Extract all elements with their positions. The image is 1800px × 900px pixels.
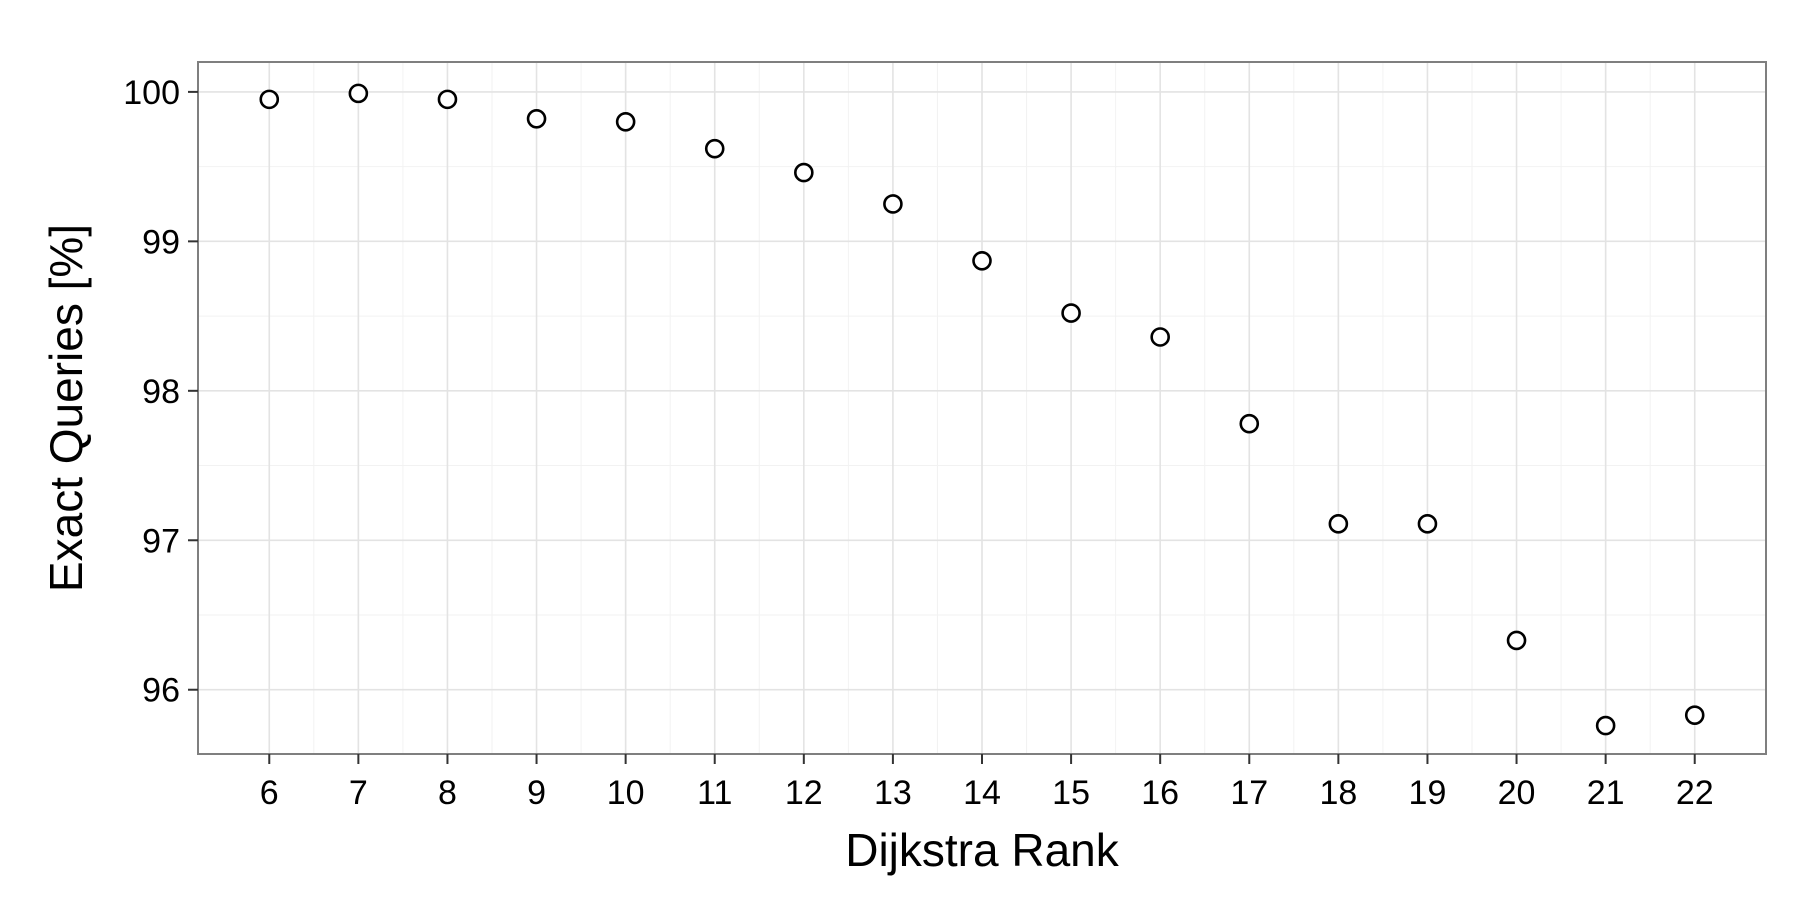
data-point — [1417, 514, 1438, 534]
data-point — [348, 83, 369, 104]
x-tick-label: 21 — [1587, 774, 1625, 812]
x-tick-label: 22 — [1676, 774, 1714, 812]
data-point — [972, 250, 992, 271]
data-point — [615, 111, 636, 132]
y-axis: 96 97 98 99 100 — [123, 74, 198, 710]
data-point — [437, 89, 458, 110]
data-point — [1506, 630, 1527, 651]
data-points — [259, 83, 1705, 736]
data-point — [526, 108, 547, 129]
x-tick-label: 9 — [527, 774, 546, 812]
data-point — [259, 89, 280, 110]
data-point — [883, 194, 903, 214]
x-tick-label: 17 — [1230, 774, 1268, 812]
data-point — [1061, 303, 1081, 323]
x-tick-label: 14 — [963, 774, 1001, 812]
data-point — [1328, 514, 1349, 534]
x-tick-label: 11 — [697, 774, 732, 812]
x-tick-label: 6 — [260, 774, 279, 812]
data-point — [704, 138, 725, 159]
x-tick-label: 18 — [1319, 774, 1357, 812]
data-point — [1239, 413, 1260, 434]
x-tick-label: 16 — [1141, 774, 1179, 812]
x-tick-label: 8 — [438, 774, 457, 812]
y-tick-label: 98 — [142, 373, 180, 411]
x-tick-label: 7 — [349, 774, 368, 812]
x-tick-label: 19 — [1409, 774, 1447, 812]
x-axis: 6 7 8 9 10 11 12 13 14 15 16 17 18 19 20 21 22 — [260, 754, 1714, 812]
y-tick-label: 97 — [142, 522, 180, 560]
data-point — [794, 162, 814, 183]
x-tick-label: 13 — [874, 774, 912, 812]
x-axis-title: Dijkstra Rank — [845, 824, 1120, 876]
x-tick-label: 15 — [1052, 774, 1090, 812]
y-tick-label: 96 — [142, 672, 180, 710]
x-tick-label: 10 — [607, 774, 645, 812]
y-tick-label: 99 — [142, 223, 180, 261]
data-point — [1150, 327, 1170, 347]
y-tick-label: 100 — [123, 74, 180, 112]
y-axis-title: Exact Queries [%] — [40, 224, 92, 592]
data-point — [1684, 705, 1705, 725]
x-tick-label: 12 — [785, 774, 823, 812]
data-point — [1595, 715, 1616, 736]
x-tick-label: 20 — [1498, 774, 1536, 812]
